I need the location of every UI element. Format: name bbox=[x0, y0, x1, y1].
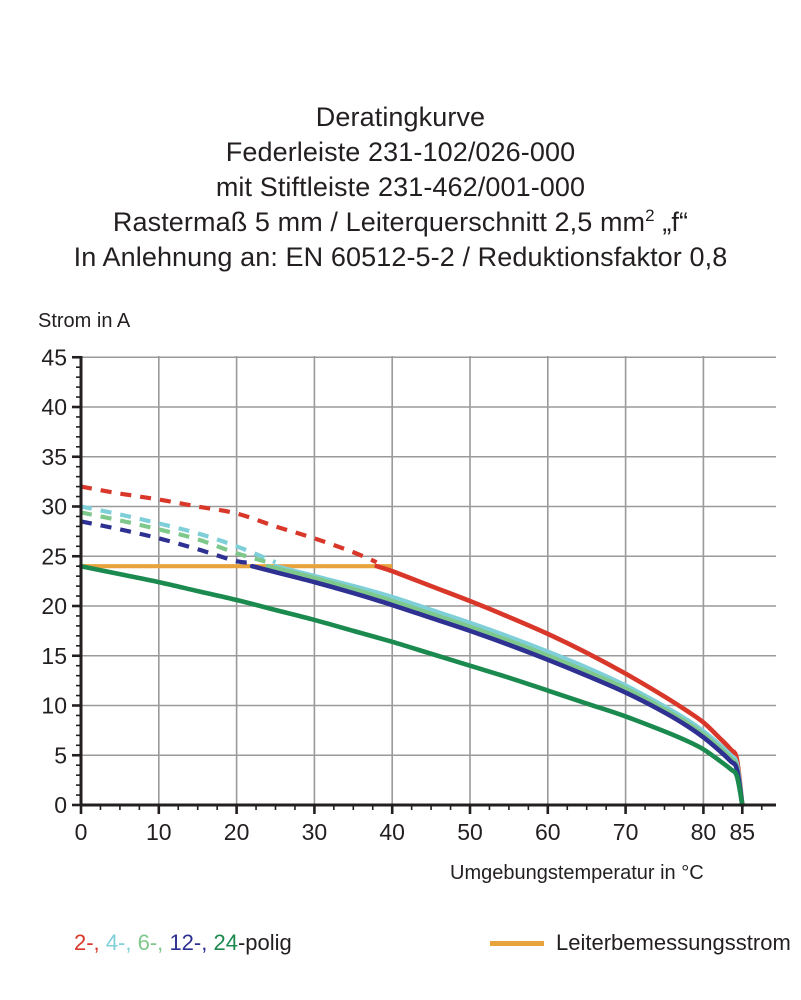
legend-pole-2: 4-, bbox=[105, 930, 132, 955]
title-line-4-superscript: 2 bbox=[645, 206, 655, 226]
x-tick-label: 30 bbox=[302, 819, 328, 845]
tick-labels-group: 0 5 10 15 20 25 30 35 40 45 0 10 20 30 40 50 60 70 80 85 bbox=[41, 344, 755, 845]
curve-dashed-2-polig bbox=[80, 484, 378, 565]
curve-solid-6-polig bbox=[265, 563, 745, 808]
x-tick-label: 70 bbox=[613, 819, 639, 845]
curve-solid-24-polig bbox=[78, 563, 745, 808]
x-tick-label: 20 bbox=[224, 819, 250, 845]
legend-pole-3: 6-, bbox=[137, 930, 164, 955]
title-line-4: Rastermaß 5 mm / Leiterquerschnitt 2,5 m… bbox=[0, 205, 801, 240]
y-tick-label: 15 bbox=[41, 643, 67, 669]
x-tick-label: 85 bbox=[730, 819, 756, 845]
y-tick-label: 0 bbox=[54, 792, 67, 818]
legend-pole-5: 24 bbox=[213, 930, 238, 955]
axis-lines-group bbox=[79, 356, 776, 807]
title-line-2: Federleiste 231-102/026-000 bbox=[225, 137, 576, 168]
y-tick-label: 10 bbox=[41, 693, 67, 719]
curve-dashed-4-polig bbox=[80, 504, 277, 565]
legend-pole-1: 2-, bbox=[74, 930, 100, 955]
legend-rated-label: Leiterbemessungsstrom bbox=[556, 930, 791, 955]
chart-legend: 2-, 4-, 6-, 12-, 24-polig Leiterbemessun… bbox=[0, 930, 801, 976]
legend-poles: 2-, 4-, 6-, 12-, 24-polig bbox=[74, 930, 292, 956]
title-line-5: In Anlehnung an: EN 60512-5-2 / Reduktio… bbox=[73, 242, 728, 273]
y-tick-label: 20 bbox=[41, 593, 67, 619]
gridlines-group bbox=[81, 356, 776, 805]
title-line-3: mit Stiftleiste 231-462/001-000 bbox=[215, 172, 586, 203]
y-tick-label: 35 bbox=[41, 444, 67, 470]
y-axis-title: Strom in A bbox=[38, 310, 131, 332]
curve-dashed-6-polig bbox=[80, 510, 269, 565]
x-tick-label: 60 bbox=[535, 819, 561, 845]
curve-solid-2-polig bbox=[374, 563, 745, 808]
curves-group bbox=[78, 484, 745, 808]
x-tick-label: 80 bbox=[691, 819, 717, 845]
y-tick-label: 30 bbox=[41, 494, 67, 520]
tick-marks-group bbox=[72, 355, 763, 814]
legend-line-swatch bbox=[490, 940, 544, 946]
legend-rated-current: Leiterbemessungsstrom bbox=[490, 930, 791, 956]
title-line-4-tail: „f“ bbox=[654, 207, 689, 238]
curve-solid-12-polig bbox=[249, 563, 745, 808]
y-tick-label: 45 bbox=[41, 344, 67, 370]
x-tick-label: 10 bbox=[146, 819, 172, 845]
chart-title-block: Deratingkurve Federleiste 231-102/026-00… bbox=[0, 100, 801, 275]
legend-pole-4: 12-, bbox=[169, 930, 208, 955]
x-axis-title: Umgebungstemperatur in °C bbox=[450, 862, 704, 884]
curve-solid-4-polig bbox=[273, 563, 745, 808]
x-tick-label: 50 bbox=[457, 819, 483, 845]
x-tick-label: 40 bbox=[379, 819, 405, 845]
y-tick-label: 40 bbox=[41, 394, 67, 420]
y-tick-label: 25 bbox=[41, 543, 67, 569]
title-line-4-main: Rastermaß 5 mm / Leiterquerschnitt 2,5 m… bbox=[112, 207, 646, 238]
curve-dashed-12-polig bbox=[80, 519, 253, 565]
legend-poles-suffix: -polig bbox=[237, 930, 292, 955]
title-line-1: Deratingkurve bbox=[315, 102, 486, 132]
x-tick-label: 0 bbox=[75, 819, 88, 845]
y-tick-label: 5 bbox=[54, 742, 67, 768]
